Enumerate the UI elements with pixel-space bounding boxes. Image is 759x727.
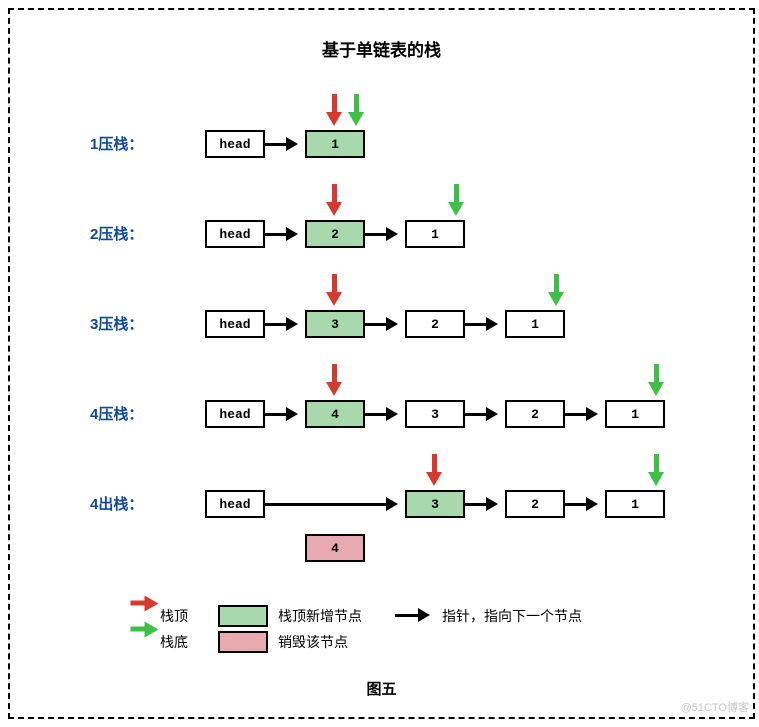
row-label: 3压栈：: [90, 313, 143, 334]
pointer-arrow: [365, 413, 395, 416]
list-node: 3: [405, 400, 465, 428]
pointer-arrow: [265, 233, 295, 236]
pointer-arrow: [465, 503, 495, 506]
list-node: 1: [505, 310, 565, 338]
head-node: head: [205, 130, 265, 158]
list-node: 2: [405, 310, 465, 338]
list-node: 4: [305, 400, 365, 428]
pointer-arrow: [265, 143, 295, 146]
list-node: 2: [505, 490, 565, 518]
row-label: 1压栈：: [90, 133, 143, 154]
pointer-arrow: [365, 323, 395, 326]
row-label: 2压栈：: [90, 223, 143, 244]
pointer-arrow: [565, 503, 595, 506]
legend-bottom-label: 栈底: [160, 632, 188, 652]
row-label: 4压栈：: [90, 403, 143, 424]
list-node: 3: [405, 490, 465, 518]
legend-top-label: 栈顶: [160, 606, 188, 626]
legend-destroy-label: 销毁该节点: [278, 632, 348, 652]
pointer-arrow: [265, 323, 295, 326]
head-node: head: [205, 310, 265, 338]
head-node: head: [205, 490, 265, 518]
list-node: 2: [305, 220, 365, 248]
head-node: head: [205, 400, 265, 428]
watermark: @51CTO博客: [681, 699, 749, 715]
head-node: head: [205, 220, 265, 248]
figure-caption: 图五: [10, 678, 753, 699]
legend-newnode-label: 栈顶新增节点: [278, 606, 362, 626]
legend-destroy-icon: [218, 631, 268, 653]
legend-newnode-icon: [218, 605, 268, 627]
diagram-title: 基于单链表的栈: [10, 36, 753, 61]
pointer-arrow: [365, 233, 395, 236]
list-node: 1: [305, 130, 365, 158]
list-node: 1: [605, 490, 665, 518]
pointer-arrow: [565, 413, 595, 416]
legend-pointer-label: 指针，指向下一个节点: [442, 606, 582, 626]
destroyed-node: 4: [305, 534, 365, 562]
list-node: 1: [405, 220, 465, 248]
list-node: 1: [605, 400, 665, 428]
pointer-arrow: [265, 503, 395, 506]
row-label: 4出栈：: [90, 493, 143, 514]
pointer-arrow: [465, 413, 495, 416]
list-node: 2: [505, 400, 565, 428]
pointer-arrow: [265, 413, 295, 416]
list-node: 3: [305, 310, 365, 338]
legend-pointer-icon: [395, 614, 427, 617]
pointer-arrow: [465, 323, 495, 326]
